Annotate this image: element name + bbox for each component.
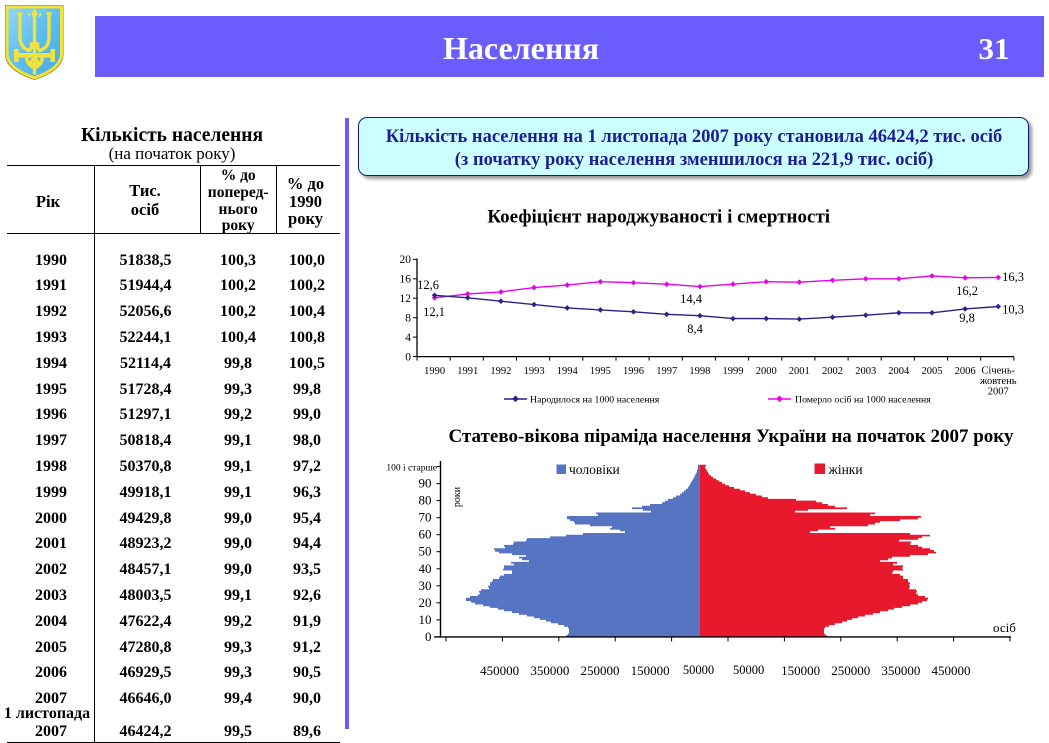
svg-text:16: 16 [400,274,412,286]
svg-text:16,2: 16,2 [956,284,978,298]
svg-text:9,8: 9,8 [959,311,975,325]
svg-text:50000: 50000 [733,663,764,677]
svg-text:жовтень: жовтень [979,376,1017,387]
svg-text:250000: 250000 [581,663,620,678]
svg-text:жінки: жінки [828,462,863,477]
svg-text:70: 70 [419,510,432,525]
svg-text:1991: 1991 [457,366,478,377]
svg-text:1995: 1995 [590,366,611,377]
svg-text:8,4: 8,4 [687,322,703,336]
svg-text:350000: 350000 [530,663,569,678]
svg-text:40: 40 [419,561,432,576]
svg-text:1996: 1996 [623,366,644,377]
svg-text:чоловіки: чоловіки [569,462,620,477]
svg-text:10,3: 10,3 [1002,303,1024,317]
svg-text:16,3: 16,3 [1002,270,1024,284]
svg-text:2003: 2003 [855,366,876,377]
svg-text:1990: 1990 [424,366,445,377]
svg-text:2002: 2002 [822,366,843,377]
svg-text:30: 30 [419,578,432,593]
svg-text:роки: роки [452,486,463,507]
svg-text:12,1: 12,1 [423,305,445,319]
svg-text:4: 4 [405,332,411,344]
svg-text:60: 60 [419,527,432,542]
svg-text:20: 20 [419,595,432,610]
svg-text:14,4: 14,4 [680,292,703,306]
svg-text:1994: 1994 [557,366,579,377]
svg-text:450000: 450000 [932,663,971,678]
svg-text:1999: 1999 [723,366,744,377]
svg-text:50: 50 [419,544,432,559]
svg-text:80: 80 [419,493,432,508]
svg-text:350000: 350000 [881,663,920,678]
svg-text:250000: 250000 [831,663,870,678]
svg-text:осіб: осіб [993,620,1016,635]
svg-text:Коефіцієнт народжуваності і см: Коефіцієнт народжуваності і смертності [487,207,830,228]
svg-text:2001: 2001 [789,366,810,377]
svg-text:150000: 150000 [631,663,670,678]
svg-text:10: 10 [419,612,432,627]
svg-text:Січень-: Січень- [981,366,1015,377]
svg-text:90: 90 [419,476,432,491]
svg-text:0: 0 [425,629,432,644]
svg-text:2004: 2004 [888,366,910,377]
svg-text:1997: 1997 [656,366,677,377]
svg-text:150000: 150000 [781,663,820,678]
svg-text:1993: 1993 [524,366,545,377]
svg-text:8: 8 [405,313,411,325]
svg-text:12: 12 [400,293,412,305]
svg-text:12,6: 12,6 [417,278,439,292]
svg-text:100 і старше: 100 і старше [386,464,437,474]
svg-text:2006: 2006 [955,366,976,377]
svg-text:Народилося на 1000 населення: Народилося на 1000 населення [530,395,660,406]
svg-text:2007: 2007 [988,387,1009,398]
svg-text:450000: 450000 [480,663,519,678]
svg-text:1992: 1992 [490,366,511,377]
svg-text:2005: 2005 [922,366,943,377]
svg-text:50000: 50000 [683,663,714,677]
svg-text:20: 20 [400,254,412,266]
svg-text:Померло осіб на 1000 населення: Померло осіб на 1000 населення [795,395,931,406]
svg-text:2000: 2000 [756,366,777,377]
svg-text:Статево-вікова піраміда населе: Статево-вікова піраміда населення Україн… [449,426,1014,447]
svg-text:0: 0 [405,351,411,363]
svg-text:1998: 1998 [689,366,710,377]
